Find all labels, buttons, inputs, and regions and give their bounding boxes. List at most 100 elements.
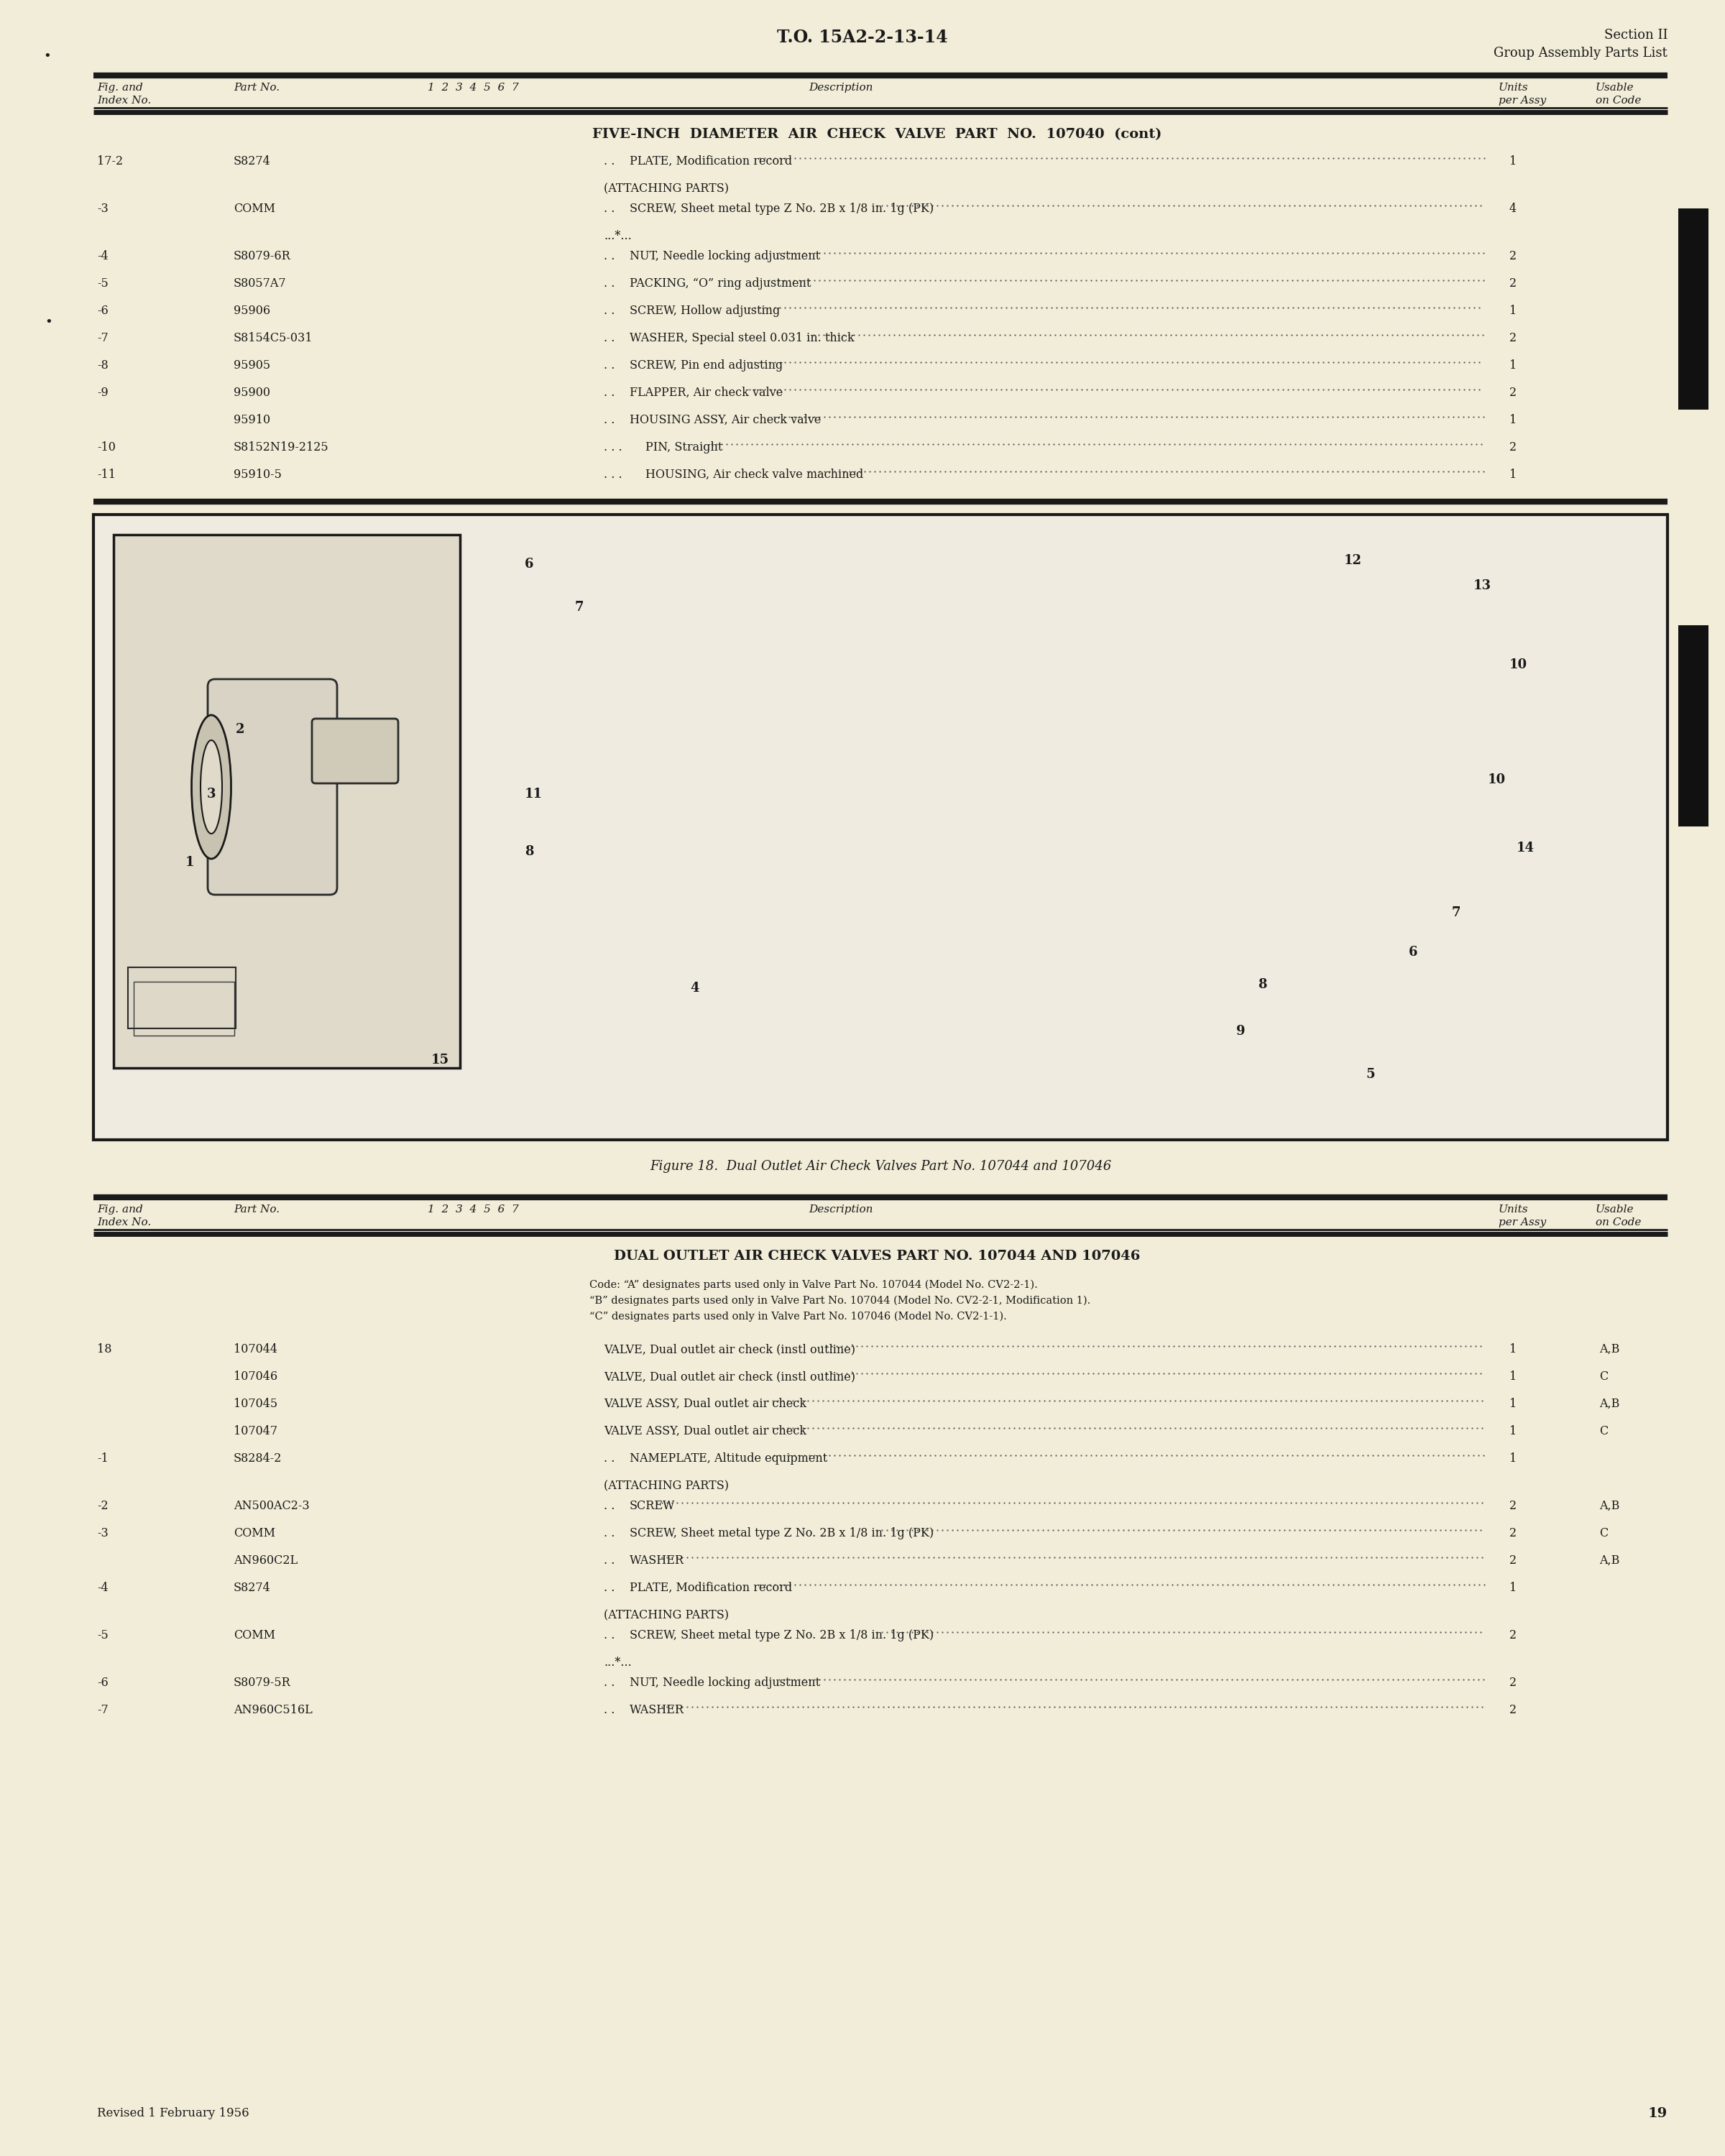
Text: SCREW, Sheet metal type Z No. 2B x 1/8 in. 1g (PK): SCREW, Sheet metal type Z No. 2B x 1/8 i…	[630, 1630, 933, 1641]
Text: -5: -5	[97, 1630, 109, 1641]
Text: VALVE, Dual outlet air check (instl outline): VALVE, Dual outlet air check (instl outl…	[604, 1371, 856, 1382]
Text: ...*...: ...*...	[604, 231, 631, 241]
Text: 2: 2	[1509, 1526, 1516, 1539]
Text: VALVE ASSY, Dual outlet air check: VALVE ASSY, Dual outlet air check	[604, 1397, 807, 1410]
Text: 2: 2	[1509, 1677, 1516, 1688]
Text: 1: 1	[1509, 155, 1516, 168]
Text: (ATTACHING PARTS): (ATTACHING PARTS)	[604, 1608, 730, 1621]
Text: NAMEPLATE, Altitude equipment: NAMEPLATE, Altitude equipment	[630, 1453, 828, 1464]
Text: WASHER, Special steel 0.031 in. thick: WASHER, Special steel 0.031 in. thick	[630, 332, 854, 345]
Text: 1: 1	[1509, 1397, 1516, 1410]
Text: . .: . .	[604, 1677, 619, 1688]
Text: PIN, Straight: PIN, Straight	[645, 442, 723, 453]
Text: NUT, Needle locking adjustment: NUT, Needle locking adjustment	[630, 250, 819, 263]
Text: 2: 2	[1509, 1554, 1516, 1567]
Bar	[135, 981, 235, 1035]
Text: Usable: Usable	[1596, 1205, 1634, 1214]
Text: 8: 8	[1258, 979, 1266, 992]
Text: ...*...: ...*...	[604, 1656, 631, 1669]
Text: Part No.: Part No.	[233, 82, 279, 93]
Ellipse shape	[200, 740, 223, 834]
Text: 107045: 107045	[233, 1397, 278, 1410]
Text: FLAPPER, Air check valve: FLAPPER, Air check valve	[630, 386, 783, 399]
Text: A,B: A,B	[1599, 1554, 1620, 1567]
Text: VALVE, Dual outlet air check (instl outline): VALVE, Dual outlet air check (instl outl…	[604, 1343, 856, 1356]
Text: 4: 4	[1509, 203, 1516, 216]
Text: 95910: 95910	[233, 414, 271, 427]
FancyBboxPatch shape	[207, 679, 336, 895]
Text: 1  2  3  4  5  6  7: 1 2 3 4 5 6 7	[428, 1205, 519, 1214]
Text: 1: 1	[1509, 1453, 1516, 1464]
Text: C: C	[1599, 1425, 1608, 1438]
Text: 19: 19	[1647, 2106, 1668, 2119]
Text: on Code: on Code	[1596, 1218, 1640, 1227]
Text: 12: 12	[1344, 554, 1363, 567]
Text: Figure 18.  Dual Outlet Air Check Valves Part No. 107044 and 107046: Figure 18. Dual Outlet Air Check Valves …	[650, 1160, 1111, 1173]
Text: T.O. 15A2-2-13-14: T.O. 15A2-2-13-14	[776, 28, 949, 45]
Text: A,B: A,B	[1599, 1501, 1620, 1511]
Text: 14: 14	[1516, 841, 1535, 854]
Text: 2: 2	[1509, 332, 1516, 345]
Text: SCREW, Sheet metal type Z No. 2B x 1/8 in. 1g (PK): SCREW, Sheet metal type Z No. 2B x 1/8 i…	[630, 1526, 933, 1539]
Text: 1: 1	[1509, 1425, 1516, 1438]
Text: . .: . .	[604, 1453, 619, 1464]
Text: 17-2: 17-2	[97, 155, 122, 168]
Text: PLATE, Modification record: PLATE, Modification record	[630, 1583, 792, 1593]
Text: . .: . .	[604, 203, 619, 216]
Text: SCREW, Pin end adjusting: SCREW, Pin end adjusting	[630, 360, 783, 371]
Text: •: •	[43, 50, 50, 63]
Text: -3: -3	[97, 1526, 109, 1539]
Text: Code: “A” designates parts used only in Valve Part No. 107044 (Model No. CV2-2-1: Code: “A” designates parts used only in …	[590, 1281, 1038, 1289]
Bar	[114, 535, 461, 1067]
Text: 15: 15	[431, 1054, 448, 1067]
Text: C: C	[1599, 1371, 1608, 1382]
Text: COMM: COMM	[233, 1630, 276, 1641]
Text: 4: 4	[690, 981, 699, 994]
Text: 11: 11	[524, 787, 543, 800]
Text: HOUSING ASSY, Air check valve: HOUSING ASSY, Air check valve	[630, 414, 821, 427]
Text: 7: 7	[574, 602, 585, 614]
Text: 10: 10	[1509, 658, 1527, 671]
Text: Usable: Usable	[1596, 82, 1634, 93]
Text: per Assy: per Assy	[1499, 95, 1546, 106]
Text: Units: Units	[1499, 1205, 1528, 1214]
Bar	[1678, 209, 1708, 410]
Text: 6: 6	[1409, 946, 1418, 959]
Text: 5: 5	[1366, 1067, 1375, 1080]
Text: -1: -1	[97, 1453, 109, 1464]
Text: Revised 1 February 1956: Revised 1 February 1956	[97, 2106, 248, 2119]
Text: AN960C516L: AN960C516L	[233, 1703, 312, 1716]
Text: . .: . .	[604, 278, 619, 289]
Text: S8284-2: S8284-2	[233, 1453, 281, 1464]
Text: -11: -11	[97, 468, 116, 481]
Text: S8057A7: S8057A7	[233, 278, 286, 289]
Text: 13: 13	[1473, 580, 1492, 593]
Text: 95906: 95906	[233, 304, 271, 317]
Text: SCREW, Sheet metal type Z No. 2B x 1/8 in. 1g (PK): SCREW, Sheet metal type Z No. 2B x 1/8 i…	[630, 203, 933, 216]
Text: 1: 1	[1509, 414, 1516, 427]
Text: 2: 2	[1509, 1703, 1516, 1716]
Text: PLATE, Modification record: PLATE, Modification record	[630, 155, 792, 168]
Text: . .: . .	[604, 1630, 619, 1641]
Text: 1: 1	[1509, 1343, 1516, 1356]
Text: AN500AC2-3: AN500AC2-3	[233, 1501, 309, 1511]
Text: 8: 8	[524, 845, 533, 858]
Text: . . .: . . .	[604, 468, 626, 481]
Text: per Assy: per Assy	[1499, 1218, 1546, 1227]
Text: Index No.: Index No.	[97, 1218, 152, 1227]
Text: 1: 1	[1509, 360, 1516, 371]
Text: NUT, Needle locking adjustment: NUT, Needle locking adjustment	[630, 1677, 819, 1688]
Text: “B” designates parts used only in Valve Part No. 107044 (Model No. CV2-2-1, Modi: “B” designates parts used only in Valve …	[590, 1296, 1090, 1307]
Text: S8079-6R: S8079-6R	[233, 250, 292, 263]
Text: 95910-5: 95910-5	[233, 468, 281, 481]
Text: Index No.: Index No.	[97, 95, 152, 106]
Text: . .: . .	[604, 155, 619, 168]
Text: SCREW, Hollow adjusting: SCREW, Hollow adjusting	[630, 304, 780, 317]
Text: (ATTACHING PARTS): (ATTACHING PARTS)	[604, 183, 730, 194]
Text: . .: . .	[604, 1583, 619, 1593]
Text: FIVE-INCH  DIAMETER  AIR  CHECK  VALVE  PART  NO.  107040  (cont): FIVE-INCH DIAMETER AIR CHECK VALVE PART …	[592, 127, 1161, 140]
Text: COMM: COMM	[233, 1526, 276, 1539]
Text: 2: 2	[1509, 278, 1516, 289]
Text: A,B: A,B	[1599, 1397, 1620, 1410]
Text: 107044: 107044	[233, 1343, 278, 1356]
